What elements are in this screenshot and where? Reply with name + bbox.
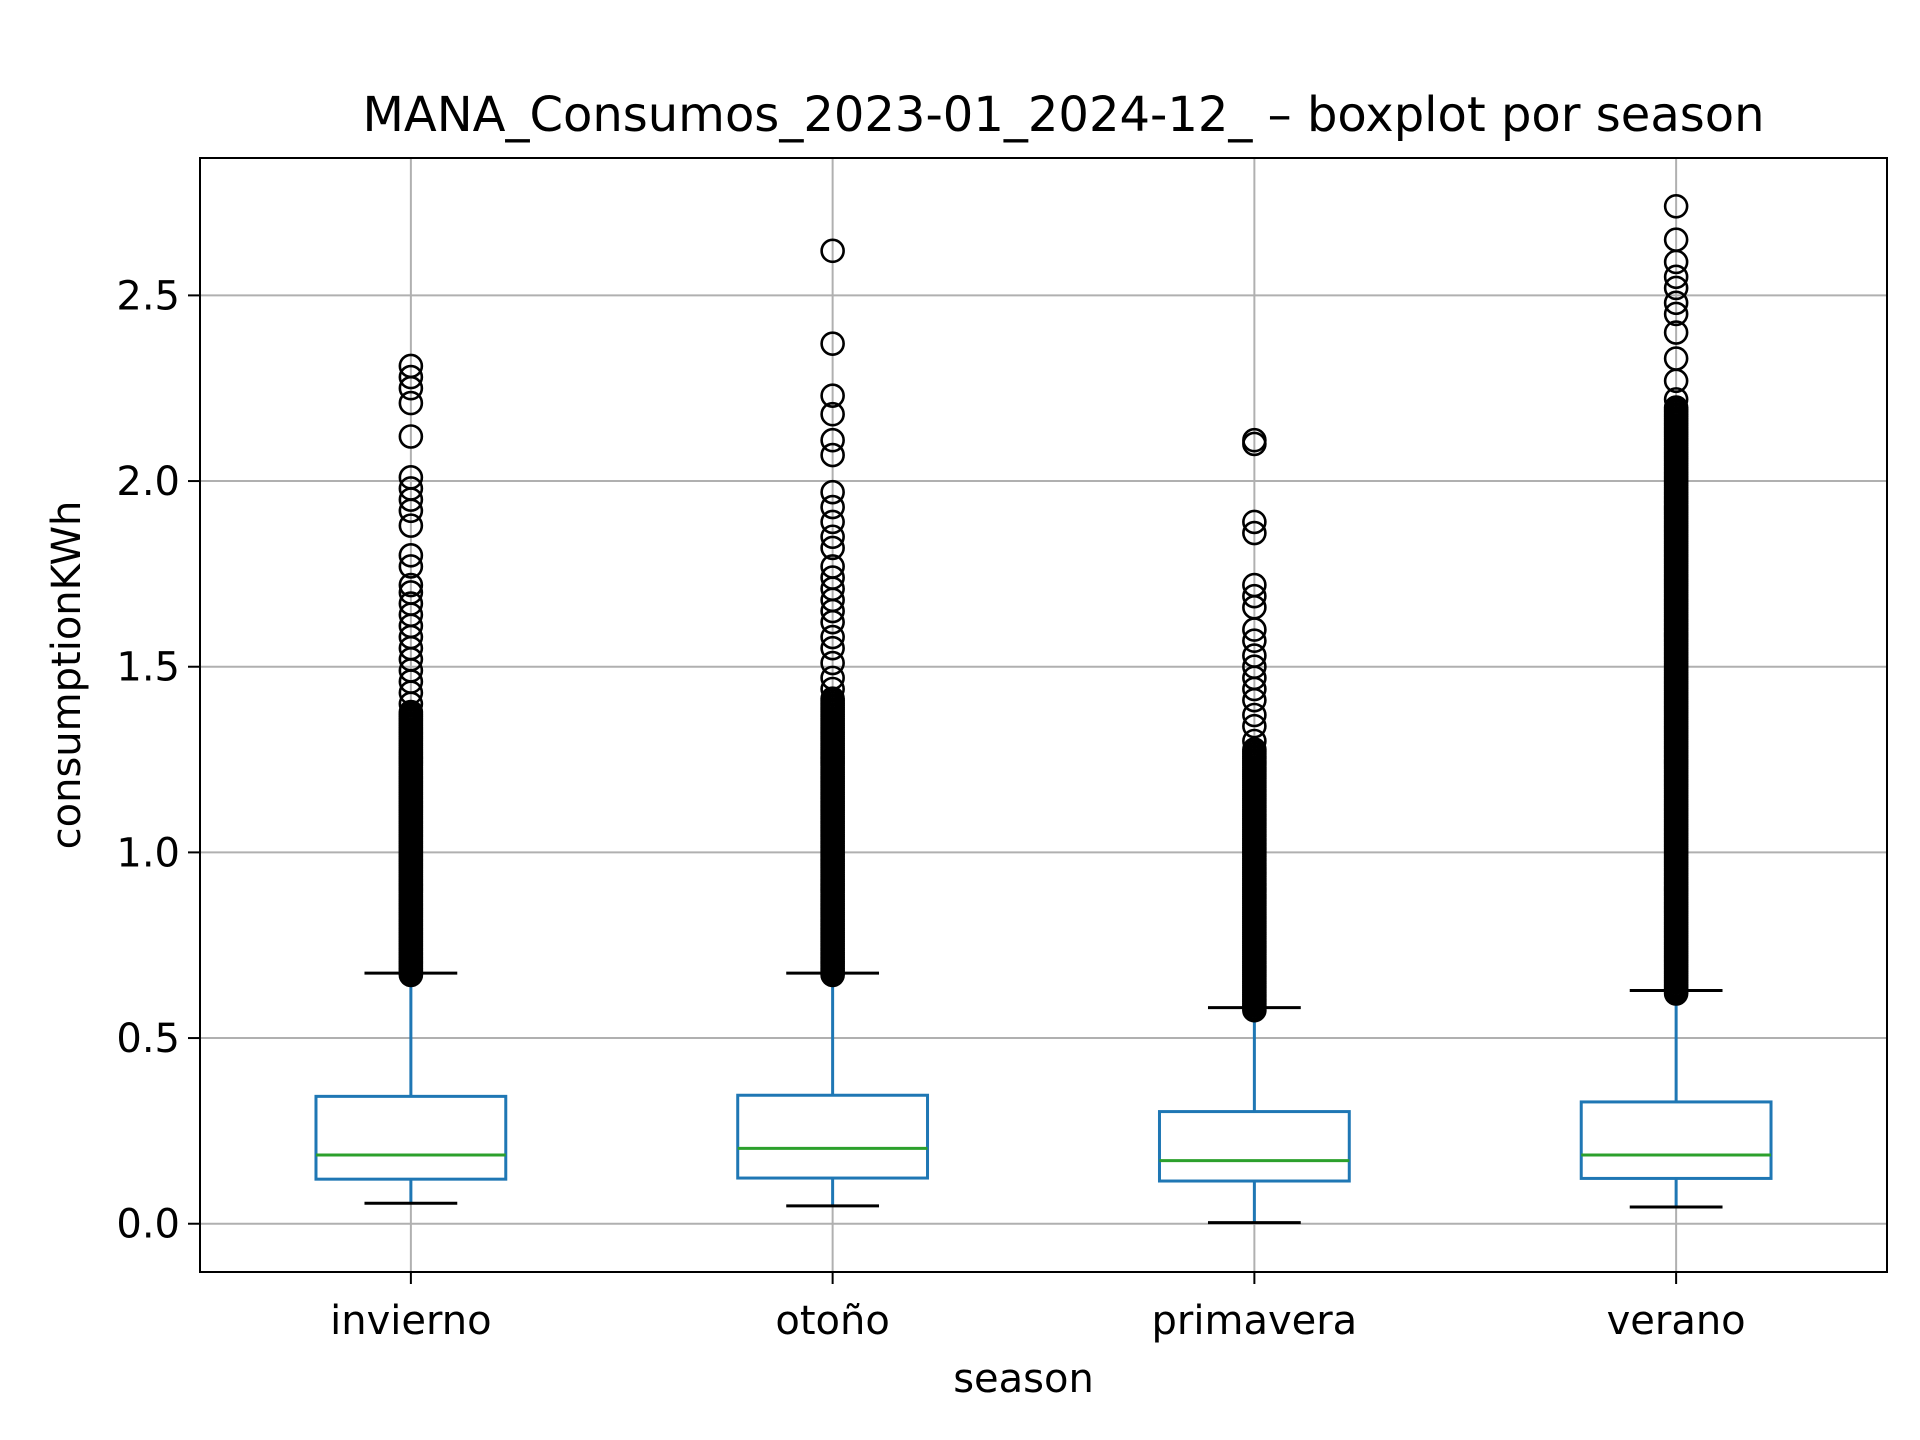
fliers-verano: [1663, 193, 1689, 1006]
flier-point: [820, 609, 845, 635]
flier-point: [398, 424, 424, 449]
flier-point: [820, 665, 845, 691]
flier-point: [1663, 290, 1689, 316]
plot-frame: [199, 157, 1888, 1273]
flier-point: [1663, 368, 1689, 394]
flier-point: [398, 390, 424, 416]
fliers: [398, 193, 1689, 1023]
flier-point: [398, 364, 424, 390]
flier-point: [1663, 301, 1689, 327]
flier-point: [820, 427, 845, 453]
y-tick-label: 0.0: [116, 1202, 180, 1248]
flier-point: [398, 680, 424, 706]
flier-point: [820, 650, 845, 676]
flier-point: [1242, 702, 1267, 728]
box-invierno: [314, 971, 508, 1205]
flier-point: [1242, 617, 1267, 642]
axis-ticks: 0.0 0.5 1.0 1.5 2.0 2.5 invierno otoño primavera…: [116, 273, 1745, 1344]
flier-point: [1242, 687, 1267, 713]
flier-point: [1242, 713, 1267, 739]
y-axis-title: consumptionKWh: [44, 501, 90, 850]
fliers-otoño: [820, 238, 845, 988]
y-tick-label: 0.5: [116, 1016, 180, 1062]
flier-point: [1663, 193, 1689, 219]
flier-point: [1663, 249, 1689, 275]
iqr-box: [314, 1094, 508, 1181]
x-axis-title: season: [953, 1356, 1094, 1402]
chart-title: MANA_Consumos_2023-01_2024-12_ – boxplot…: [362, 87, 1764, 143]
flier-point: [1242, 509, 1267, 535]
y-tick-label: 2.5: [116, 273, 180, 319]
flier-point: [1242, 583, 1267, 609]
flier-point: [820, 238, 845, 264]
flier-point: [820, 401, 845, 427]
iqr-box: [1579, 1100, 1773, 1180]
flier-point: [820, 624, 845, 650]
flier-point: [398, 375, 424, 401]
flier-point: [820, 524, 845, 550]
flier-point: [820, 635, 845, 661]
flier-point: [398, 699, 424, 725]
flier-point: [820, 331, 845, 356]
flier-point: [398, 487, 424, 512]
y-tick-label: 1.0: [116, 830, 180, 876]
box-primavera: [1157, 1006, 1351, 1225]
flier-point: [1663, 387, 1689, 412]
flier-point: [820, 383, 845, 408]
flier-point: [1242, 520, 1267, 546]
flier-point: [1663, 275, 1689, 301]
flier-point: [398, 543, 424, 568]
fliers-invierno: [398, 353, 424, 988]
iqr-box: [736, 1093, 930, 1180]
flier-point: [1663, 395, 1689, 420]
x-tick-label: primavera: [1152, 1298, 1358, 1344]
flier-point: [1242, 431, 1267, 457]
flier-point: [398, 513, 424, 538]
flier-point: [1242, 737, 1267, 762]
flier-point: [398, 691, 424, 717]
flier-point: [820, 676, 845, 702]
flier-point: [820, 598, 845, 624]
box-otoño: [736, 971, 930, 1208]
x-tick-label: invierno: [330, 1298, 491, 1344]
fliers-primavera: [1242, 427, 1267, 1023]
flier-point: [820, 494, 845, 520]
flier-point: [1242, 676, 1267, 702]
flier-point: [398, 498, 424, 524]
flier-point: [820, 509, 845, 535]
flier-point: [398, 572, 424, 598]
flier-point: [820, 479, 845, 505]
flier-point: [1663, 264, 1689, 290]
x-tick-label: otoño: [775, 1298, 889, 1344]
box-verano: [1579, 989, 1773, 1209]
y-tick-label: 2.0: [116, 459, 180, 505]
boxes: [314, 971, 1773, 1225]
flier-point: [1242, 728, 1267, 754]
flier-point: [820, 535, 845, 561]
flier-point: [1242, 628, 1267, 654]
flier-point: [820, 442, 845, 468]
iqr-box: [1157, 1110, 1351, 1183]
x-tick-label: verano: [1607, 1298, 1746, 1344]
y-tick-label: 1.5: [116, 645, 180, 691]
flier-point: [398, 554, 424, 579]
flier-point: [1663, 320, 1689, 345]
